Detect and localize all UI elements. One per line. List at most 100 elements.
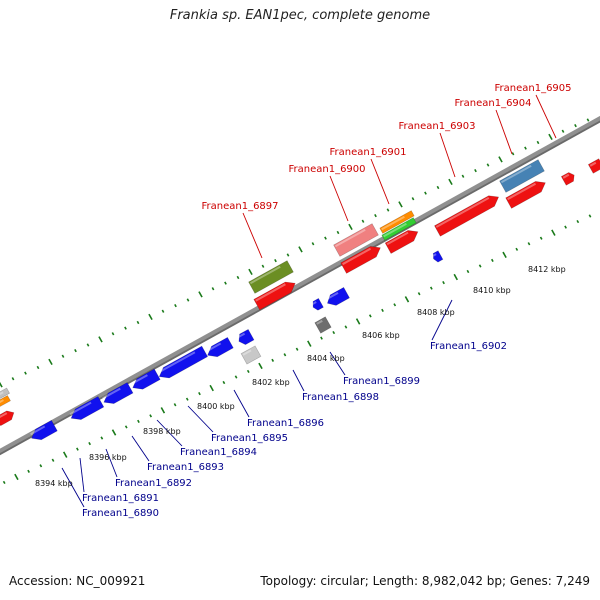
label-leader xyxy=(535,94,557,139)
label-leader xyxy=(79,457,85,493)
track-dot xyxy=(198,291,203,298)
gene-label-bottom: Franean1_6894 xyxy=(180,447,257,458)
track-dot xyxy=(274,259,277,263)
gene-feature xyxy=(333,223,379,257)
track-dot xyxy=(588,214,592,218)
gene-shape xyxy=(560,172,575,186)
gene-feature xyxy=(434,195,500,237)
track-dot xyxy=(453,273,459,281)
track-dot xyxy=(320,336,323,340)
track-dot xyxy=(368,314,372,318)
label-leader xyxy=(329,175,349,222)
gene-feature xyxy=(312,297,324,311)
gene-label-bottom: Franean1_6890 xyxy=(82,508,159,519)
position-tick-label: 8400 kbp xyxy=(197,402,235,411)
gene-highlight xyxy=(432,253,437,257)
track-dot xyxy=(527,242,531,246)
track-dot xyxy=(374,214,377,218)
gene-feature xyxy=(157,345,209,379)
gene-highlight xyxy=(342,247,371,266)
track-dot xyxy=(539,236,543,240)
track-dot xyxy=(574,124,577,128)
label-leaders xyxy=(61,94,557,508)
gene-highlight xyxy=(335,228,366,248)
position-tick-label: 8396 kbp xyxy=(89,453,127,462)
track-dot xyxy=(586,118,590,122)
gene-label-bottom: Franean1_6896 xyxy=(247,418,324,429)
track-dot xyxy=(39,464,43,468)
track-dot xyxy=(466,269,470,274)
track-dot xyxy=(307,340,312,347)
track-dot xyxy=(248,268,253,276)
position-tick-label: 8408 kbp xyxy=(417,308,455,317)
track-dot xyxy=(348,223,353,231)
position-tick-label: 8402 kbp xyxy=(252,378,290,387)
track-dot xyxy=(417,292,421,296)
track-dot xyxy=(224,281,227,285)
gene-shape xyxy=(70,396,105,420)
gene-shape xyxy=(333,223,379,257)
track-dot xyxy=(355,318,361,325)
outer-dot-track xyxy=(0,118,590,388)
track-dot xyxy=(137,419,140,424)
gene-feature xyxy=(499,159,545,193)
map-title: Frankia sp. EAN1pec, complete genome xyxy=(169,8,431,23)
gene-feature xyxy=(314,316,332,334)
track-dot xyxy=(148,313,153,321)
track-dot xyxy=(461,174,465,178)
track-dot xyxy=(478,264,482,268)
track-dot xyxy=(111,429,117,436)
gene-highlight xyxy=(157,351,196,374)
gene-feature xyxy=(587,158,600,174)
track-dot xyxy=(88,441,92,446)
track-dot xyxy=(236,275,240,280)
gene-highlight xyxy=(131,374,148,385)
accession-text: Accession: NC_009921 xyxy=(9,574,146,588)
track-dot xyxy=(209,384,214,392)
label-leader xyxy=(105,448,118,478)
track-dot xyxy=(381,308,384,312)
track-dot xyxy=(173,403,177,407)
track-dot xyxy=(295,347,299,351)
track-dot xyxy=(2,480,6,485)
gene-shape xyxy=(314,316,332,334)
track-dot xyxy=(474,169,477,173)
track-dot xyxy=(324,236,327,240)
gene-shape xyxy=(0,395,11,407)
gene-highlight xyxy=(312,301,317,305)
track-dot xyxy=(0,381,3,388)
gene-shape xyxy=(340,246,381,274)
track-dot xyxy=(211,287,215,291)
gene-label-top: Franean1_6897 xyxy=(201,201,278,212)
label-leader xyxy=(156,419,183,447)
track-dot xyxy=(411,197,415,201)
gene-feature xyxy=(240,345,262,365)
gene-feature xyxy=(0,395,11,407)
gene-shape xyxy=(31,419,58,441)
label-leader xyxy=(329,351,346,376)
track-dot xyxy=(283,353,287,357)
track-dot xyxy=(271,358,275,362)
track-dot xyxy=(124,326,127,330)
track-dot xyxy=(448,178,453,186)
gene-feature xyxy=(325,286,350,306)
gene-feature xyxy=(560,172,575,186)
track-dot xyxy=(486,163,490,167)
track-dot xyxy=(398,201,403,208)
label-layer: Franean1_6897 Franean1_6900 Franean1_6901 F… xyxy=(35,83,572,519)
label-leader xyxy=(292,369,305,392)
gene-highlight xyxy=(0,391,4,396)
label-leader xyxy=(131,435,150,462)
track-dot xyxy=(174,304,177,308)
gene-feature xyxy=(0,410,15,427)
gene-highlight xyxy=(381,215,405,231)
track-dot xyxy=(124,425,128,429)
label-leader xyxy=(233,389,250,418)
label-leader xyxy=(242,212,263,259)
track-dot xyxy=(515,247,519,251)
track-dot xyxy=(564,225,567,229)
track-dot xyxy=(161,309,165,313)
gene-shape xyxy=(499,159,545,193)
gene-label-bottom: Franean1_6898 xyxy=(302,392,379,403)
track-dot xyxy=(511,152,515,156)
